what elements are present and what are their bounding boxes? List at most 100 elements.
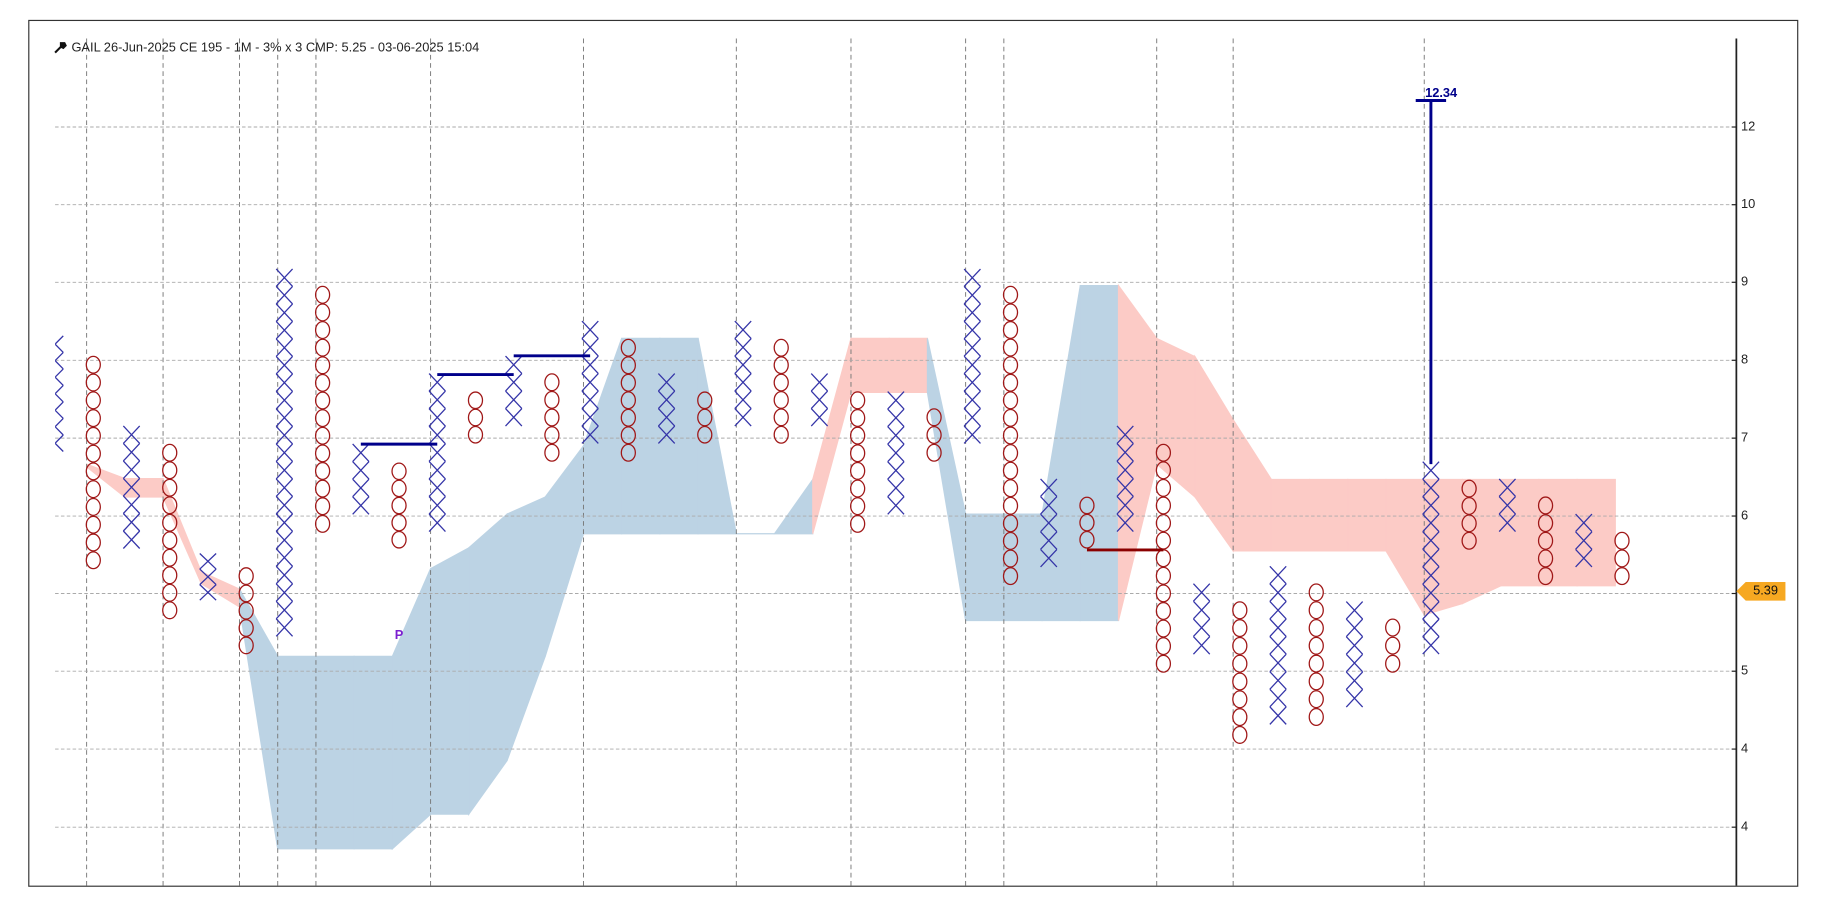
o-box [773, 356, 789, 375]
cloud-segment [621, 337, 661, 535]
x-box [1116, 513, 1134, 533]
x-box [428, 390, 446, 410]
o-box [314, 514, 331, 533]
x-box [963, 303, 981, 322]
o-box [1155, 514, 1172, 533]
x-box [734, 338, 752, 357]
o-box [1002, 531, 1019, 551]
x-box [963, 425, 981, 444]
x-box [1116, 425, 1134, 444]
x-box [55, 368, 64, 386]
x-box [428, 496, 446, 515]
o-box [620, 338, 636, 357]
o-box [162, 496, 178, 515]
o-column [773, 338, 789, 444]
y-tick-label: 12 [1741, 118, 1755, 133]
x-box [1575, 548, 1593, 568]
x-box [1269, 653, 1287, 673]
o-box [1232, 672, 1248, 691]
x-box [581, 320, 599, 340]
x-box [963, 320, 981, 340]
o-box [238, 636, 254, 655]
o-column [1308, 583, 1324, 727]
x-box [352, 461, 370, 480]
o-box [620, 356, 636, 375]
o-box [544, 373, 560, 392]
cloud-segment [965, 513, 1005, 622]
o-box [314, 426, 331, 445]
x-box [275, 460, 294, 480]
o-box [1537, 567, 1554, 586]
o-box [544, 408, 560, 427]
x-column [1192, 583, 1211, 655]
x-column [428, 373, 446, 533]
o-box [314, 497, 331, 516]
x-box [1422, 566, 1440, 585]
price-tag-label: 5.39 [1753, 583, 1778, 598]
o-box [1461, 531, 1477, 550]
o-column [697, 391, 713, 444]
x-box [1345, 689, 1364, 708]
o-box [849, 497, 866, 516]
x-box [55, 401, 64, 419]
o-box [773, 373, 789, 392]
o-box [620, 373, 636, 392]
o-column [314, 285, 331, 533]
o-box [238, 619, 254, 638]
o-column [1614, 531, 1630, 586]
o-box [1155, 443, 1172, 462]
cloud-segment [888, 337, 928, 393]
x-box [963, 373, 981, 392]
grid-layer [55, 38, 1737, 886]
o-box [1002, 549, 1019, 568]
x-box [428, 513, 446, 533]
o-box [773, 390, 789, 409]
x-box [275, 583, 294, 602]
o-box [162, 531, 178, 550]
o-box [1461, 514, 1477, 533]
o-column [85, 355, 101, 570]
o-box [773, 338, 789, 357]
o-box [926, 408, 942, 427]
o-box [1308, 672, 1324, 691]
o-box [1155, 637, 1172, 656]
x-box [275, 268, 294, 287]
x-box [1192, 636, 1211, 655]
o-box [1002, 426, 1019, 445]
x-box [275, 408, 294, 427]
o-box [849, 391, 866, 410]
o-box [1155, 619, 1172, 638]
o-box [773, 425, 789, 444]
x-box [734, 408, 752, 427]
x-column [887, 391, 905, 515]
x-box [1498, 496, 1516, 515]
o-box [1155, 496, 1172, 515]
x-box [352, 443, 370, 462]
x-box [1269, 618, 1287, 637]
x-box [1116, 496, 1134, 515]
o-box [162, 548, 178, 567]
x-box [887, 443, 905, 463]
o-box [697, 425, 713, 444]
x-box [1040, 548, 1058, 568]
x-box [810, 408, 829, 427]
o-column [1079, 496, 1095, 549]
y-tick-label: 4 [1741, 819, 1748, 834]
x-box [887, 478, 905, 498]
o-box [1308, 601, 1324, 620]
o-column [1461, 479, 1477, 550]
o-box [1002, 373, 1019, 392]
x-box [810, 390, 829, 409]
o-box [849, 514, 866, 533]
o-box [1002, 320, 1019, 340]
x-box [55, 434, 64, 452]
x-box [1116, 443, 1134, 462]
o-box [391, 462, 407, 481]
x-box [275, 495, 294, 515]
o-box [85, 480, 101, 499]
x-column [581, 320, 599, 444]
x-column [1498, 478, 1516, 533]
y-tick-label: 5 [1741, 663, 1748, 678]
x-column [505, 355, 523, 427]
